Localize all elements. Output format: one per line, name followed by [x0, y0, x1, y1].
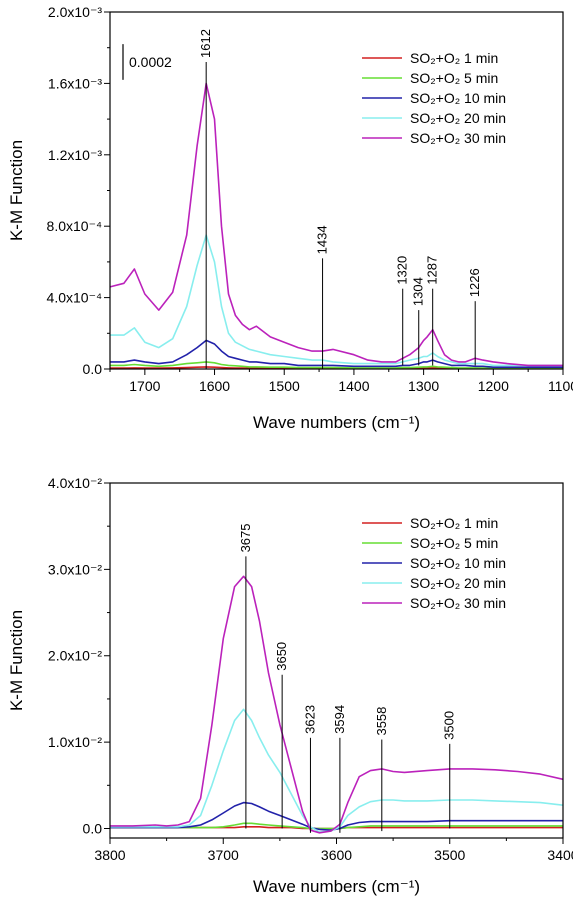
peak-label: 3594 [332, 705, 347, 734]
peak-label: 1287 [425, 256, 440, 285]
legend-entry: SO₂+O₂ 20 min [410, 575, 506, 591]
legend-entry: SO₂+O₂ 1 min [410, 515, 498, 531]
x-axis-label: Wave numbers (cm⁻¹) [253, 413, 420, 432]
x-tick-label: 1700 [129, 378, 160, 394]
y-tick-label: 1.0x10⁻² [48, 734, 102, 750]
series-line-2 [110, 822, 563, 830]
x-tick-label: 1400 [338, 378, 369, 394]
peak-label: 1320 [395, 256, 410, 285]
x-tick-label: 1600 [199, 378, 230, 394]
peak-label: 1304 [411, 277, 426, 306]
series-line-4 [110, 234, 563, 367]
legend-entry: SO₂+O₂ 1 min [410, 50, 498, 66]
scale-bar-label: 0.0002 [129, 54, 172, 70]
legend-entry: SO₂+O₂ 20 min [410, 110, 506, 126]
y-tick-label: 3.0x10⁻² [48, 561, 102, 577]
x-tick-label: 3800 [94, 847, 125, 863]
legend: SO₂+O₂ 1 min SO₂+O₂ 5 min SO₂+O₂ 10 min SO₂… [362, 515, 506, 611]
legend-entry: SO₂+O₂ 5 min [410, 70, 498, 86]
y-tick-label: 1.6x10⁻³ [48, 75, 102, 91]
y-tick-label: 2.0x10⁻³ [48, 4, 102, 20]
peak-label: 3623 [302, 705, 317, 734]
y-axis-label: K-M Function [7, 140, 26, 241]
x-tick-label: 3500 [434, 847, 465, 863]
chart-panel-2: 3675 3650 3623 3594 3558 3500 3800 3700 3600 3500… [7, 475, 573, 896]
legend-entry: SO₂+O₂ 10 min [410, 555, 506, 571]
x-tick-label: 1500 [269, 378, 300, 394]
legend: SO₂+O₂ 1 min SO₂+O₂ 5 min SO₂+O₂ 10 min SO₂… [362, 50, 506, 146]
legend-entry: SO₂+O₂ 5 min [410, 535, 498, 551]
y-tick-label: 2.0x10⁻² [48, 648, 102, 664]
legend-entry: SO₂+O₂ 10 min [410, 90, 506, 106]
y-tick-label: 0.0 [83, 820, 103, 836]
series-line-2 [110, 361, 563, 370]
y-tick-label: 4.0x10⁻² [48, 475, 102, 491]
peak-label: 3650 [274, 642, 289, 671]
peak-label: 1434 [315, 225, 330, 254]
series-line-3 [110, 801, 563, 832]
peak-label: 3675 [238, 523, 253, 552]
y-tick-label: 8.0x10⁻⁴ [47, 218, 102, 234]
y-tick-label: 0.0 [83, 361, 103, 377]
x-tick-label: 1300 [408, 378, 439, 394]
legend-entry: SO₂+O₂ 30 min [410, 130, 506, 146]
series-line-3 [110, 339, 563, 369]
x-axis-label: Wave numbers (cm⁻¹) [253, 877, 420, 896]
series-line-5 [110, 575, 564, 834]
x-tick-label: 3700 [208, 847, 239, 863]
x-tick-label: 3600 [321, 847, 352, 863]
y-tick-label: 1.2x10⁻³ [48, 147, 102, 163]
series-line-5 [109, 82, 563, 367]
peak-label: 1226 [467, 268, 482, 297]
x-tick-label: 1200 [478, 378, 509, 394]
y-axis-label: K-M Function [7, 610, 26, 711]
peak-label: 3558 [374, 707, 389, 736]
y-tick-label: 4.0x10⁻⁴ [47, 290, 102, 306]
legend-entry: SO₂+O₂ 30 min [410, 595, 506, 611]
peak-label: 3500 [442, 711, 457, 740]
peak-label: 1612 [198, 29, 213, 58]
